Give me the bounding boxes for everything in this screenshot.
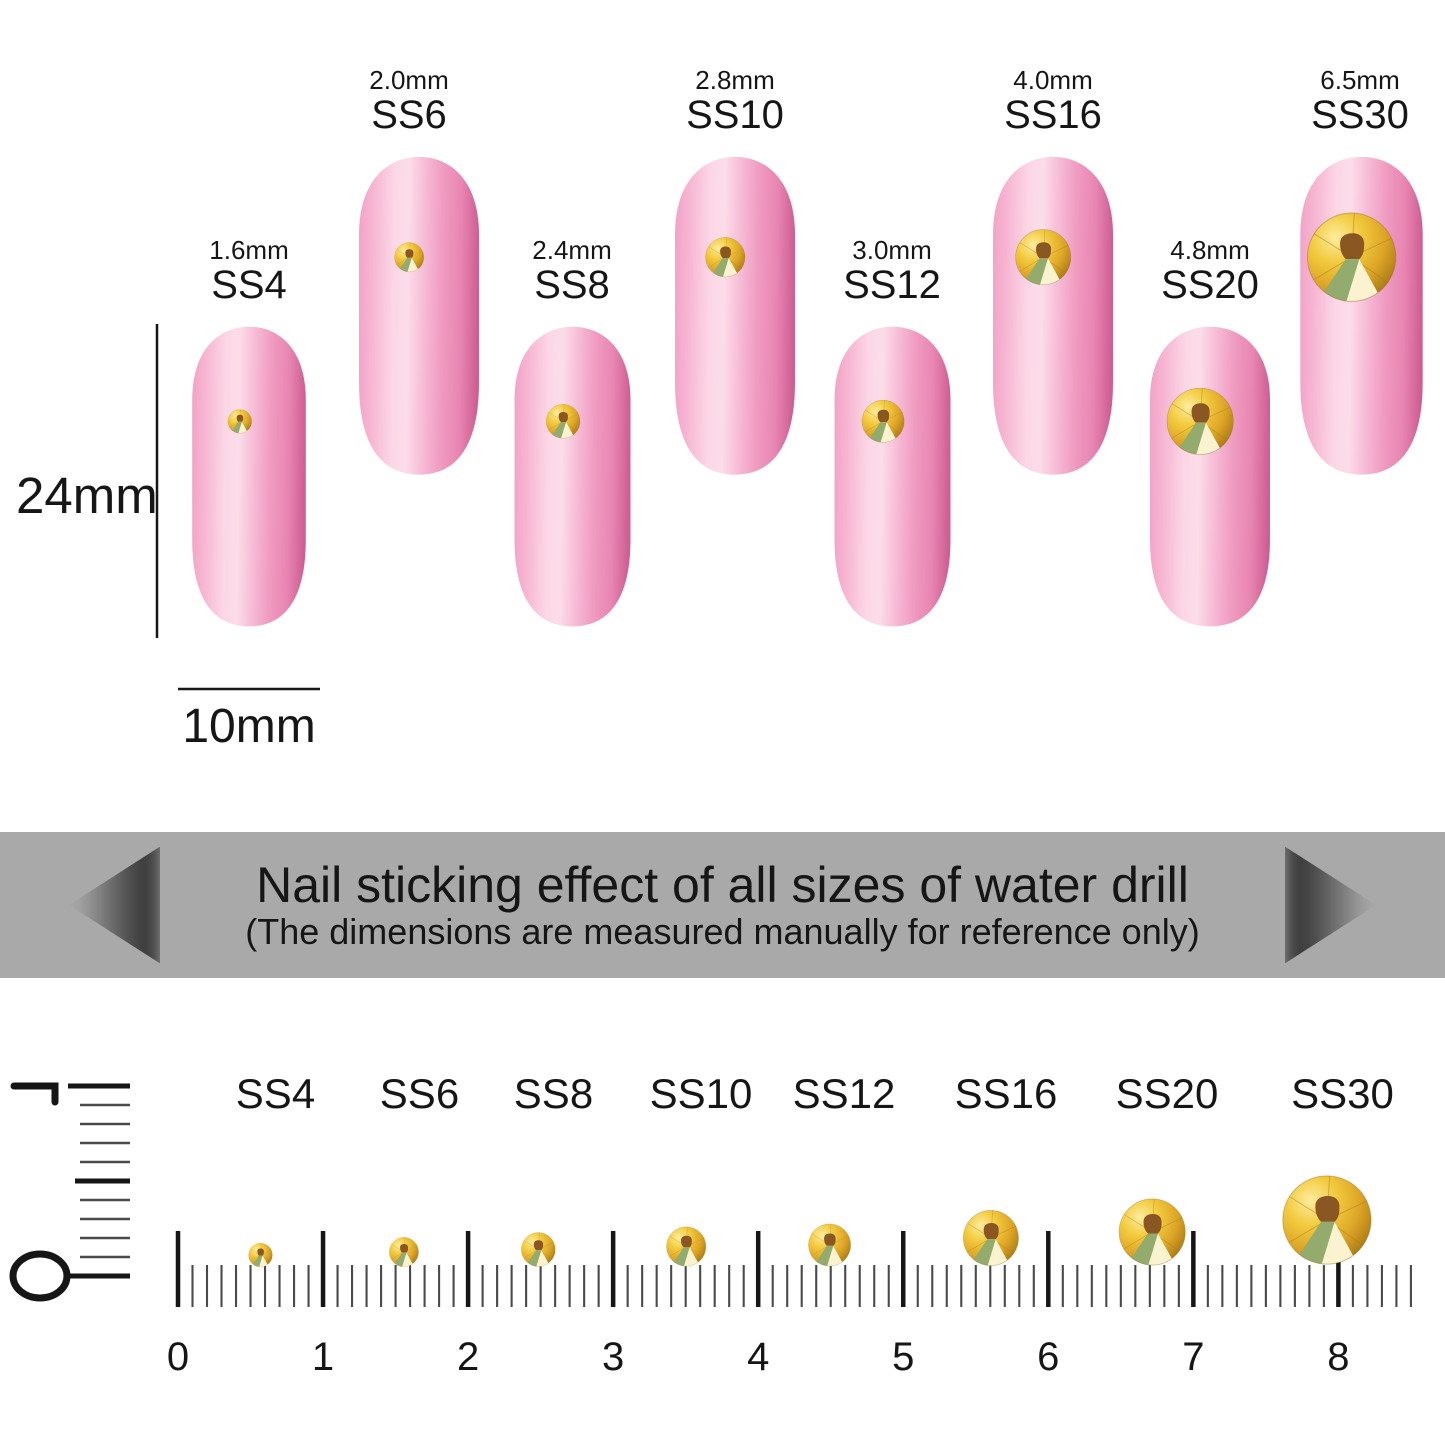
svg-text:2: 2	[457, 1335, 479, 1379]
svg-text:8: 8	[1327, 1335, 1349, 1379]
svg-text:7: 7	[1182, 1335, 1204, 1379]
svg-text:1: 1	[312, 1335, 334, 1379]
svg-text:5: 5	[892, 1335, 914, 1379]
svg-text:6: 6	[1037, 1335, 1059, 1379]
svg-text:3: 3	[602, 1335, 624, 1379]
svg-text:0: 0	[167, 1335, 189, 1379]
svg-text:4: 4	[747, 1335, 769, 1379]
